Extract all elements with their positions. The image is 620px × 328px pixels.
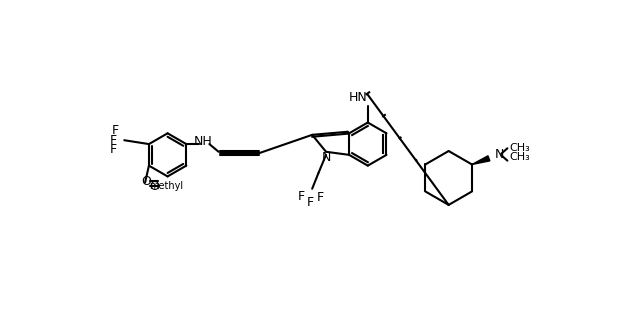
Text: F: F: [307, 196, 314, 209]
Text: F: F: [110, 143, 117, 156]
Text: F: F: [298, 190, 305, 203]
Text: F: F: [316, 192, 324, 204]
Text: O: O: [149, 180, 159, 193]
Text: O: O: [142, 174, 151, 188]
Text: N: N: [495, 148, 505, 161]
Text: NH: NH: [194, 135, 213, 148]
Text: HN: HN: [349, 92, 368, 104]
Polygon shape: [472, 156, 490, 164]
Text: F: F: [112, 125, 118, 137]
Text: methyl: methyl: [149, 181, 184, 192]
Text: CH₃: CH₃: [509, 143, 529, 153]
Text: F: F: [110, 134, 117, 147]
Text: CH₃: CH₃: [509, 152, 529, 162]
Text: N: N: [321, 152, 330, 164]
